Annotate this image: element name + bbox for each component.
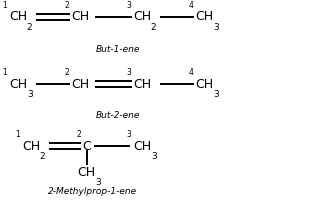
Text: 2-Methylprop-1-ene: 2-Methylprop-1-ene bbox=[48, 188, 138, 196]
Text: CH: CH bbox=[22, 140, 40, 152]
Text: 2: 2 bbox=[39, 152, 45, 161]
Text: 3: 3 bbox=[151, 152, 157, 161]
Text: CH: CH bbox=[10, 10, 28, 23]
Text: CH: CH bbox=[134, 10, 152, 23]
Text: 2: 2 bbox=[65, 1, 69, 10]
Text: CH: CH bbox=[10, 78, 28, 90]
Text: C: C bbox=[82, 140, 91, 152]
Text: 1: 1 bbox=[3, 1, 7, 10]
Text: 3: 3 bbox=[213, 90, 219, 99]
Text: 2: 2 bbox=[77, 130, 81, 139]
Text: CH: CH bbox=[134, 140, 152, 152]
Text: 4: 4 bbox=[188, 68, 193, 77]
Text: CH: CH bbox=[196, 10, 214, 23]
Text: But-2-ene: But-2-ene bbox=[95, 112, 140, 120]
Text: CH: CH bbox=[72, 78, 90, 90]
Text: 3: 3 bbox=[126, 130, 131, 139]
Text: 2: 2 bbox=[27, 23, 33, 32]
Text: But-1-ene: But-1-ene bbox=[95, 45, 140, 53]
Text: 3: 3 bbox=[213, 23, 219, 32]
Text: CH: CH bbox=[72, 10, 90, 23]
Text: 4: 4 bbox=[188, 1, 193, 10]
Text: 3: 3 bbox=[126, 1, 131, 10]
Text: 2: 2 bbox=[65, 68, 69, 77]
Text: CH: CH bbox=[134, 78, 152, 90]
Text: 1: 1 bbox=[15, 130, 20, 139]
Text: CH: CH bbox=[196, 78, 214, 90]
Text: 2: 2 bbox=[151, 23, 157, 32]
Text: 1: 1 bbox=[3, 68, 7, 77]
Text: 3: 3 bbox=[126, 68, 131, 77]
Text: 3: 3 bbox=[95, 178, 101, 187]
Text: 3: 3 bbox=[27, 90, 33, 99]
Text: CH: CH bbox=[78, 166, 96, 178]
